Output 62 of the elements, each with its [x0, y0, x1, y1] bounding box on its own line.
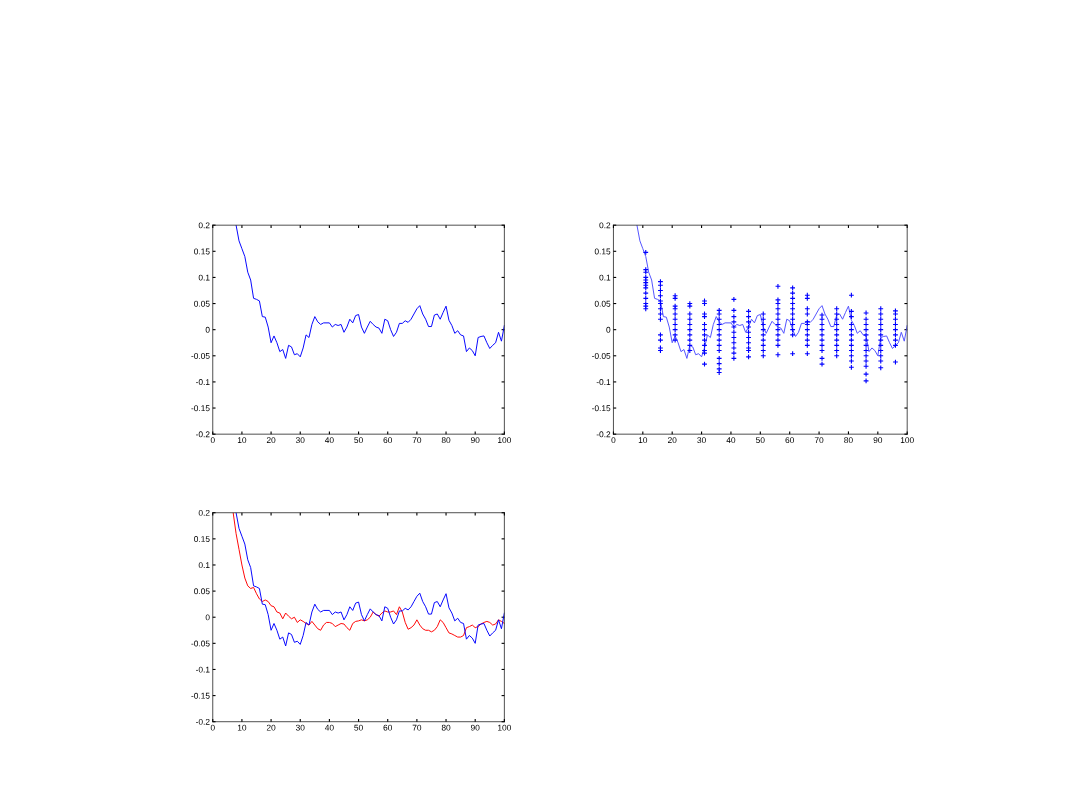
x-tick-label: 30: [295, 724, 305, 731]
x-tick-label: 20: [266, 724, 276, 731]
x-tick-label: 80: [441, 437, 451, 444]
y-tick-label: 0.2: [198, 509, 210, 516]
y-tick-label: -0.2: [195, 718, 210, 725]
x-tick-label: 50: [756, 437, 765, 444]
x-tick-label: 40: [324, 437, 334, 444]
y-tick-label: -0.15: [191, 405, 210, 412]
y-tick-label: -0.05: [191, 640, 210, 647]
y-tick-label: 0.1: [198, 274, 210, 281]
x-tick-label: 60: [383, 724, 393, 731]
y-tick-label: 0.05: [594, 300, 611, 307]
x-tick-label: 40: [726, 437, 736, 444]
x-tick-label: 20: [667, 437, 677, 444]
x-tick-label: 60: [785, 437, 795, 444]
y-tick-label: -0.15: [592, 405, 611, 412]
line-series: [235, 225, 505, 359]
y-tick-label: 0.05: [194, 300, 210, 307]
y-tick-label: -0.2: [195, 431, 210, 438]
y-tick-label: 0.15: [194, 248, 210, 255]
x-tick-label: 10: [638, 437, 648, 444]
y-tick-label: -0.2: [596, 431, 611, 438]
y-tick-label: 0.2: [599, 222, 611, 229]
x-tick-label: 70: [814, 437, 824, 444]
x-tick-label: 70: [412, 437, 422, 444]
x-tick-label: 30: [295, 437, 305, 444]
x-tick-label: 30: [697, 437, 706, 444]
x-tick-label: 100: [498, 437, 511, 444]
y-tick-label: 0: [205, 326, 210, 333]
y-tick-label: 0.15: [594, 248, 611, 255]
x-tick-label: 40: [324, 724, 334, 731]
x-tick-label: 100: [900, 437, 914, 444]
y-tick-label: -0.05: [191, 352, 210, 359]
x-tick-label: 90: [470, 437, 480, 444]
y-tick-label: 0.15: [194, 536, 210, 542]
x-tick-label: 80: [844, 437, 853, 444]
line-series: [636, 225, 908, 359]
x-tick-label: 60: [383, 437, 393, 444]
x-tick-label: 80: [441, 724, 451, 731]
x-tick-label: 0: [611, 437, 616, 444]
y-tick-label: 0: [606, 326, 611, 333]
x-tick-label: 10: [237, 724, 247, 731]
y-tick-label: 0.1: [198, 562, 210, 569]
x-tick-label: 0: [210, 437, 215, 444]
x-tick-label: 0: [210, 724, 215, 731]
y-tick-label: 0.1: [599, 274, 611, 281]
y-tick-label: -0.1: [596, 379, 611, 386]
y-tick-label: -0.15: [191, 692, 210, 699]
x-tick-label: 100: [498, 724, 511, 731]
y-tick-label: -0.1: [195, 379, 210, 386]
x-tick-label: 50: [354, 724, 363, 731]
y-tick-label: 0.2: [198, 222, 210, 229]
y-tick-label: 0.05: [194, 588, 210, 595]
x-tick-label: 50: [354, 437, 363, 444]
y-tick-label: 0: [205, 614, 210, 621]
y-tick-label: -0.05: [592, 352, 611, 359]
x-tick-label: 20: [266, 437, 276, 444]
x-tick-label: 90: [873, 437, 883, 444]
x-tick-label: 90: [470, 724, 480, 731]
x-tick-label: 10: [237, 437, 247, 444]
y-tick-label: -0.1: [195, 666, 210, 673]
x-tick-label: 70: [412, 724, 422, 731]
